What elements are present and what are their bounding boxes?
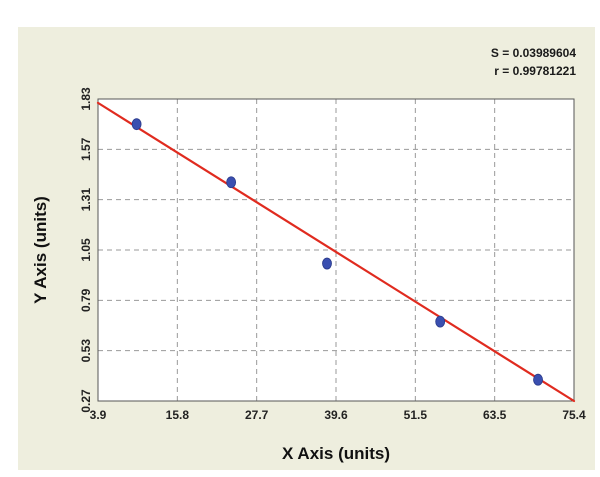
data-point xyxy=(533,373,543,386)
data-points xyxy=(131,118,543,386)
y-tick-label: 0.53 xyxy=(79,339,93,363)
r-statistic: r = 0.99781221 xyxy=(494,64,576,78)
x-axis-title: X Axis (units) xyxy=(282,444,390,463)
y-tick-label: 1.83 xyxy=(79,87,93,111)
y-axis-title: Y Axis (units) xyxy=(31,196,50,304)
y-tick-label: 0.79 xyxy=(79,288,93,312)
x-tick-labels: 3.9 15.8 27.7 39.6 51.5 63.5 75.4 xyxy=(90,408,586,422)
y-tick-label: 1.57 xyxy=(79,137,93,161)
x-tick-label: 3.9 xyxy=(90,408,107,422)
plot-frame xyxy=(97,98,575,402)
y-tick-label: 1.31 xyxy=(79,188,93,212)
s-statistic: S = 0.03989604 xyxy=(491,46,576,60)
fit-line xyxy=(96,101,576,403)
fit-line-group xyxy=(96,101,576,403)
y-tick-label: 1.05 xyxy=(79,238,93,262)
data-point xyxy=(226,176,237,189)
y-tick-labels: 0.27 0.53 0.79 1.05 1.31 1.57 1.83 xyxy=(79,87,93,413)
data-point xyxy=(322,257,332,270)
x-tick-label: 51.5 xyxy=(404,408,428,422)
x-tick-label: 39.6 xyxy=(324,408,348,422)
x-tick-label: 75.4 xyxy=(562,408,586,422)
y-tick-label: 0.27 xyxy=(79,389,93,413)
x-tick-label: 27.7 xyxy=(245,408,269,422)
data-point xyxy=(435,315,446,328)
data-point xyxy=(131,118,142,131)
x-tick-label: 15.8 xyxy=(166,408,190,422)
x-tick-label: 63.5 xyxy=(483,408,507,422)
